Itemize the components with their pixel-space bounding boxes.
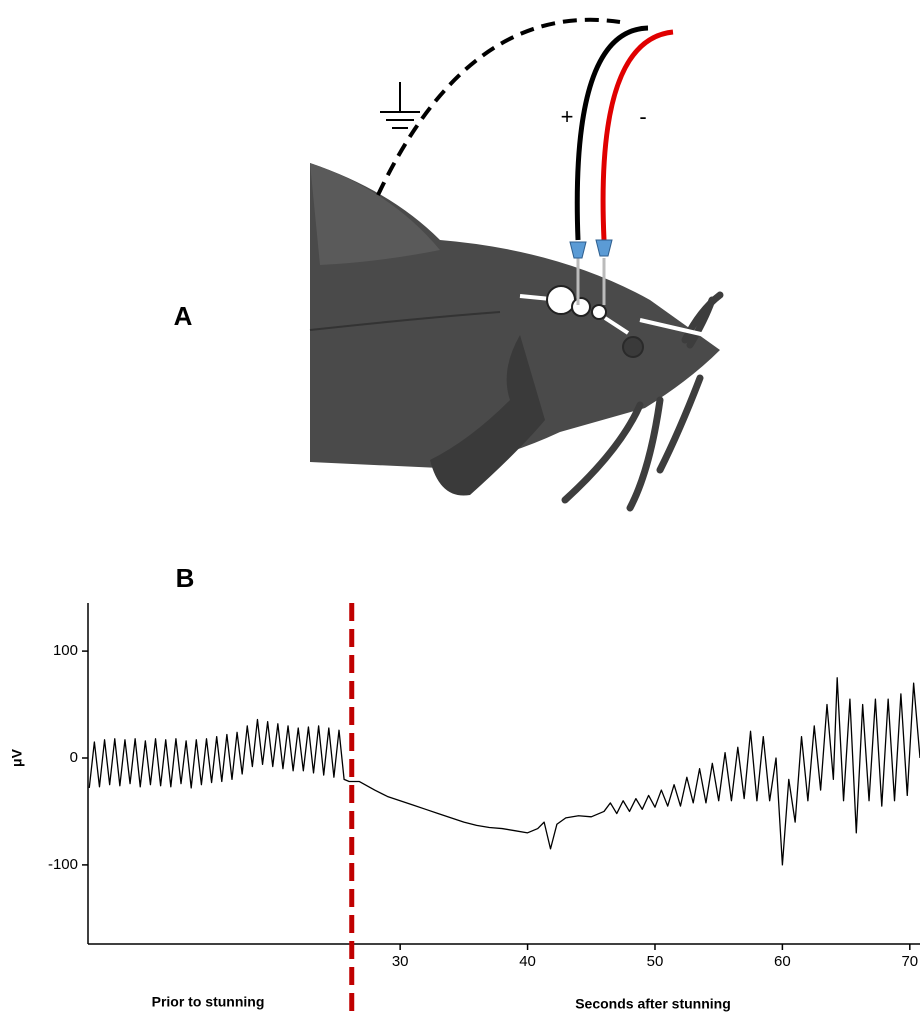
plus-label: + xyxy=(561,104,574,129)
y-tick-label: 100 xyxy=(53,642,78,659)
wire-negative xyxy=(600,29,674,241)
wire-positive xyxy=(574,25,649,241)
y-axis-label: μV xyxy=(9,748,25,767)
x-tick-label: 60 xyxy=(774,953,791,970)
x-tick-label: 70 xyxy=(901,953,918,970)
fish-illustration: + - A xyxy=(174,17,724,512)
barbels xyxy=(561,291,724,512)
panel-label: A xyxy=(174,301,193,331)
x-tick-label: 30 xyxy=(392,953,409,970)
y-tick-label: -100 xyxy=(48,856,78,873)
ground-symbol xyxy=(380,82,420,129)
x-tick-label: 50 xyxy=(647,953,664,970)
x-tick-label: 40 xyxy=(519,953,536,970)
connector xyxy=(569,241,587,259)
minus-label: - xyxy=(639,104,646,129)
pectoral-fin xyxy=(430,335,545,496)
x-axis-label: Prior to stunning xyxy=(152,994,265,1010)
x-axis-label: Seconds after stunning xyxy=(575,996,731,1012)
connector xyxy=(595,239,613,257)
electrode xyxy=(546,285,576,315)
y-tick-label: 0 xyxy=(70,749,78,766)
electrode xyxy=(571,297,591,317)
panel-label: B xyxy=(176,563,195,593)
ground-wire xyxy=(376,17,621,196)
electrode xyxy=(591,304,607,320)
eeg-trace xyxy=(88,677,920,866)
eye xyxy=(622,336,644,358)
dorsal-fin xyxy=(310,163,440,265)
lateral-line xyxy=(309,311,501,331)
